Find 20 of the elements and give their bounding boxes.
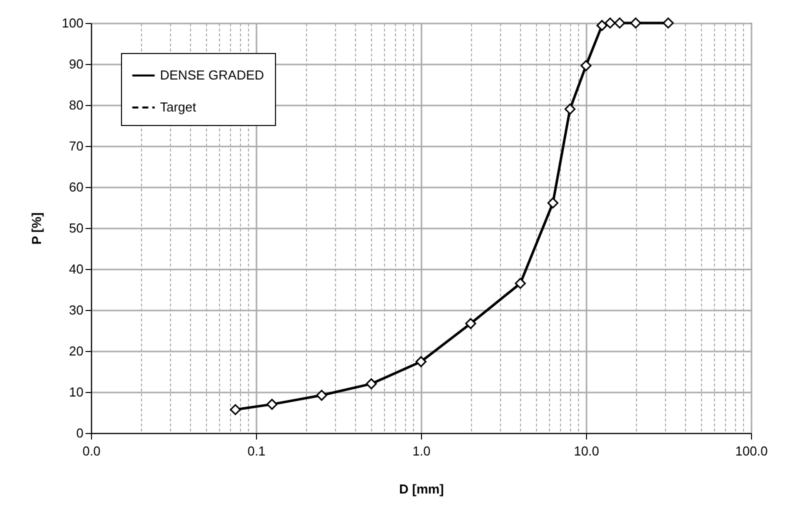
- y-tick-label: 20: [69, 344, 84, 358]
- y-tick-label: 100: [62, 16, 84, 30]
- x-tick-label: 0.0: [82, 444, 101, 458]
- y-tick-label: 90: [69, 56, 84, 72]
- y-tick-label: 10: [69, 384, 84, 400]
- x-axis-title: D [mm]: [399, 482, 444, 496]
- y-tick-label: 80: [69, 98, 84, 112]
- x-tick-label: 100.0: [735, 444, 768, 458]
- y-tick-label: 50: [69, 220, 84, 236]
- x-tick-label: 0.1: [247, 444, 266, 458]
- x-tick-label: 1.0: [412, 444, 431, 458]
- legend-label: DENSE GRADED: [160, 68, 264, 82]
- x-tick-label: 10.0: [574, 444, 600, 458]
- y-tick-label: 60: [69, 180, 84, 194]
- y-tick-label: 30: [69, 302, 84, 318]
- y-tick-label: 0: [76, 426, 84, 440]
- y-tick-label: 40: [69, 262, 84, 276]
- legend-label: Target: [160, 100, 197, 114]
- y-tick-label: 70: [69, 138, 84, 154]
- y-axis-title: P [%]: [28, 212, 44, 245]
